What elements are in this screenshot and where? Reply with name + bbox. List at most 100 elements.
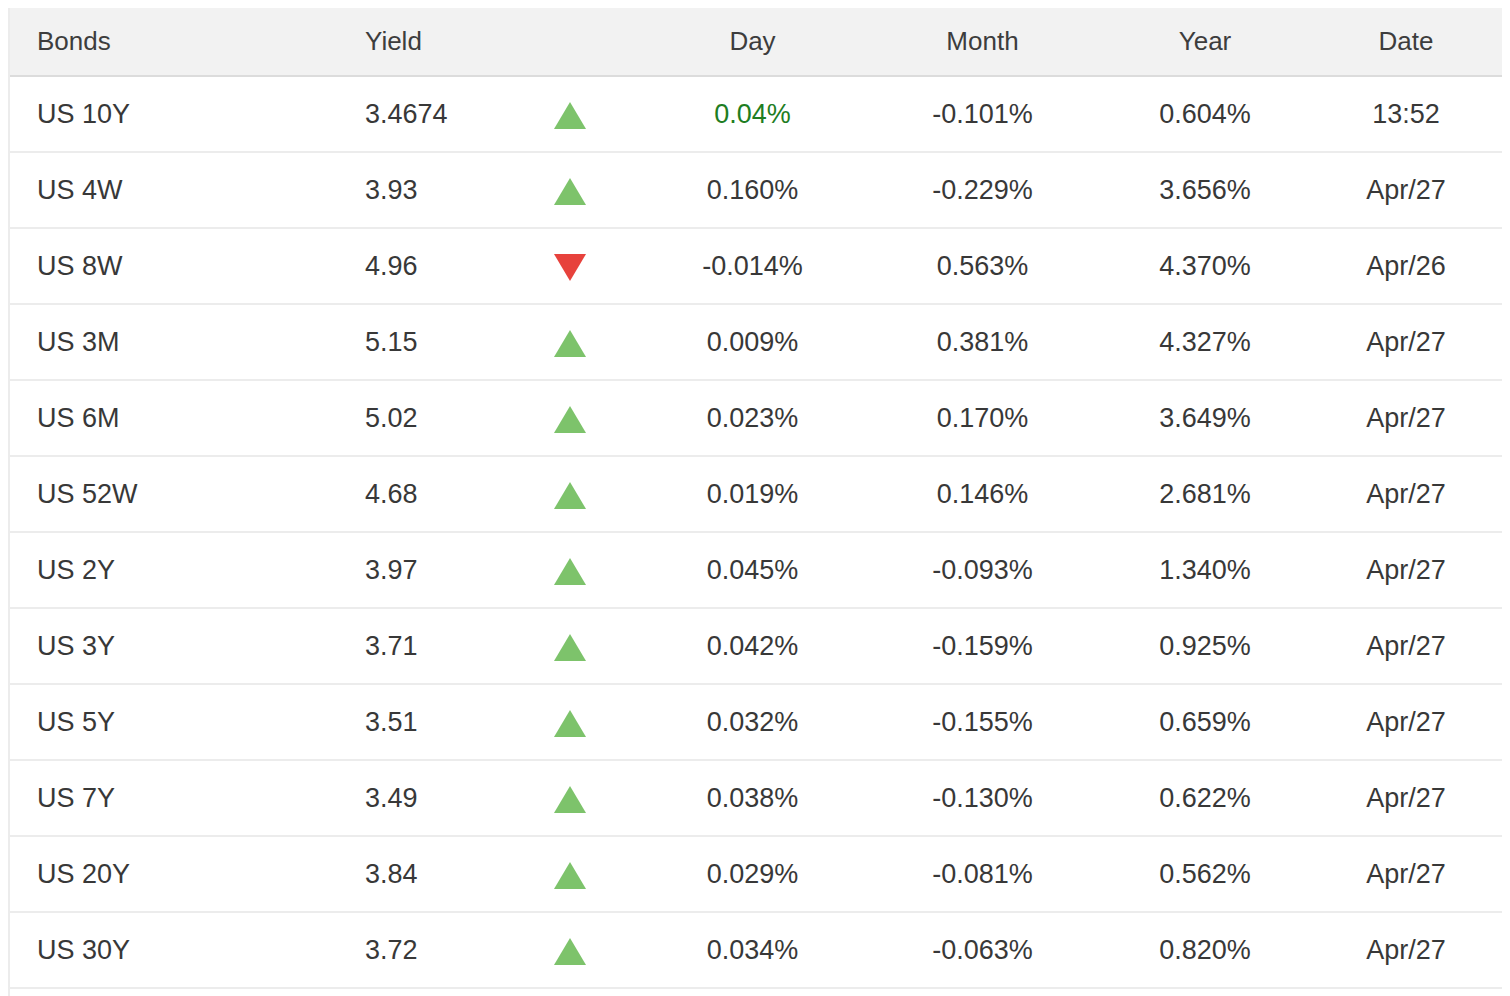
month-change-cell: -0.130% [865,760,1100,836]
bond-yields-table: Bonds Yield Day Month Year Date US 10Y 3… [10,8,1502,989]
triangle-up-icon [554,634,586,661]
bond-name-cell[interactable]: US 8W [10,228,338,304]
column-header-yield: Yield [338,8,500,76]
table-row[interactable]: US 7Y 3.49 0.038% -0.130% 0.622% Apr/27 [10,760,1502,836]
table-row[interactable]: US 4W 3.93 0.160% -0.229% 3.656% Apr/27 [10,152,1502,228]
date-cell: Apr/27 [1310,152,1502,228]
table-row[interactable]: US 5Y 3.51 0.032% -0.155% 0.659% Apr/27 [10,684,1502,760]
year-change-cell: 0.622% [1100,760,1310,836]
day-change-cell: -0.014% [640,228,865,304]
year-change-cell: 4.327% [1100,304,1310,380]
direction-cell [500,532,640,608]
bond-name-cell[interactable]: US 3M [10,304,338,380]
bond-name-cell[interactable]: US 4W [10,152,338,228]
year-change-cell: 0.659% [1100,684,1310,760]
column-header-bonds: Bonds [10,8,338,76]
yield-cell: 5.02 [338,380,500,456]
day-change-cell: 0.023% [640,380,865,456]
table-row[interactable]: US 6M 5.02 0.023% 0.170% 3.649% Apr/27 [10,380,1502,456]
yield-cell: 3.4674 [338,76,500,152]
date-cell: Apr/27 [1310,684,1502,760]
table-row[interactable]: US 30Y 3.72 0.034% -0.063% 0.820% Apr/27 [10,912,1502,988]
bond-yields-panel: Bonds Yield Day Month Year Date US 10Y 3… [8,8,1502,996]
header-row: Bonds Yield Day Month Year Date [10,8,1502,76]
bond-name-cell[interactable]: US 2Y [10,532,338,608]
triangle-up-icon [554,938,586,965]
year-change-cell: 0.925% [1100,608,1310,684]
bond-name-cell[interactable]: US 7Y [10,760,338,836]
day-change-cell: 0.04% [640,76,865,152]
day-change-cell: 0.009% [640,304,865,380]
table-row[interactable]: US 20Y 3.84 0.029% -0.081% 0.562% Apr/27 [10,836,1502,912]
triangle-up-icon [554,482,586,509]
column-header-month: Month [865,8,1100,76]
bond-name-cell[interactable]: US 20Y [10,836,338,912]
triangle-up-icon [554,406,586,433]
bond-table-body: US 10Y 3.4674 0.04% -0.101% 0.604% 13:52… [10,76,1502,988]
direction-cell [500,836,640,912]
month-change-cell: -0.093% [865,532,1100,608]
table-row[interactable]: US 8W 4.96 -0.014% 0.563% 4.370% Apr/26 [10,228,1502,304]
direction-cell [500,608,640,684]
month-change-cell: 0.381% [865,304,1100,380]
month-change-cell: -0.155% [865,684,1100,760]
date-cell: Apr/27 [1310,380,1502,456]
date-cell: Apr/26 [1310,228,1502,304]
table-row[interactable]: US 3M 5.15 0.009% 0.381% 4.327% Apr/27 [10,304,1502,380]
date-cell: Apr/27 [1310,760,1502,836]
year-change-cell: 0.604% [1100,76,1310,152]
yield-cell: 3.71 [338,608,500,684]
day-change-cell: 0.032% [640,684,865,760]
month-change-cell: -0.159% [865,608,1100,684]
bond-name-cell[interactable]: US 6M [10,380,338,456]
bond-name-cell[interactable]: US 30Y [10,912,338,988]
direction-cell [500,760,640,836]
yield-cell: 4.96 [338,228,500,304]
direction-cell [500,912,640,988]
day-change-cell: 0.045% [640,532,865,608]
triangle-up-icon [554,102,586,129]
triangle-up-icon [554,862,586,889]
year-change-cell: 0.562% [1100,836,1310,912]
table-row[interactable]: US 52W 4.68 0.019% 0.146% 2.681% Apr/27 [10,456,1502,532]
day-change-cell: 0.038% [640,760,865,836]
triangle-up-icon [554,330,586,357]
yield-cell: 5.15 [338,304,500,380]
triangle-up-icon [554,178,586,205]
date-cell: 13:52 [1310,76,1502,152]
bond-name-cell[interactable]: US 10Y [10,76,338,152]
direction-cell [500,76,640,152]
yield-cell: 4.68 [338,456,500,532]
day-change-cell: 0.029% [640,836,865,912]
year-change-cell: 0.820% [1100,912,1310,988]
yield-cell: 3.72 [338,912,500,988]
date-cell: Apr/27 [1310,304,1502,380]
direction-cell [500,456,640,532]
date-cell: Apr/27 [1310,912,1502,988]
direction-cell [500,684,640,760]
table-header: Bonds Yield Day Month Year Date [10,8,1502,76]
month-change-cell: -0.229% [865,152,1100,228]
table-row[interactable]: US 3Y 3.71 0.042% -0.159% 0.925% Apr/27 [10,608,1502,684]
month-change-cell: -0.063% [865,912,1100,988]
date-cell: Apr/27 [1310,608,1502,684]
column-header-year: Year [1100,8,1310,76]
day-change-cell: 0.160% [640,152,865,228]
direction-cell [500,228,640,304]
year-change-cell: 3.656% [1100,152,1310,228]
bond-name-cell[interactable]: US 3Y [10,608,338,684]
day-change-cell: 0.019% [640,456,865,532]
table-row[interactable]: US 10Y 3.4674 0.04% -0.101% 0.604% 13:52 [10,76,1502,152]
column-header-date: Date [1310,8,1502,76]
table-row[interactable]: US 2Y 3.97 0.045% -0.093% 1.340% Apr/27 [10,532,1502,608]
month-change-cell: -0.081% [865,836,1100,912]
yield-cell: 3.49 [338,760,500,836]
column-header-day: Day [640,8,865,76]
bond-name-cell[interactable]: US 52W [10,456,338,532]
direction-cell [500,380,640,456]
bond-name-cell[interactable]: US 5Y [10,684,338,760]
year-change-cell: 4.370% [1100,228,1310,304]
day-change-cell: 0.042% [640,608,865,684]
direction-cell [500,152,640,228]
triangle-down-icon [554,254,586,281]
